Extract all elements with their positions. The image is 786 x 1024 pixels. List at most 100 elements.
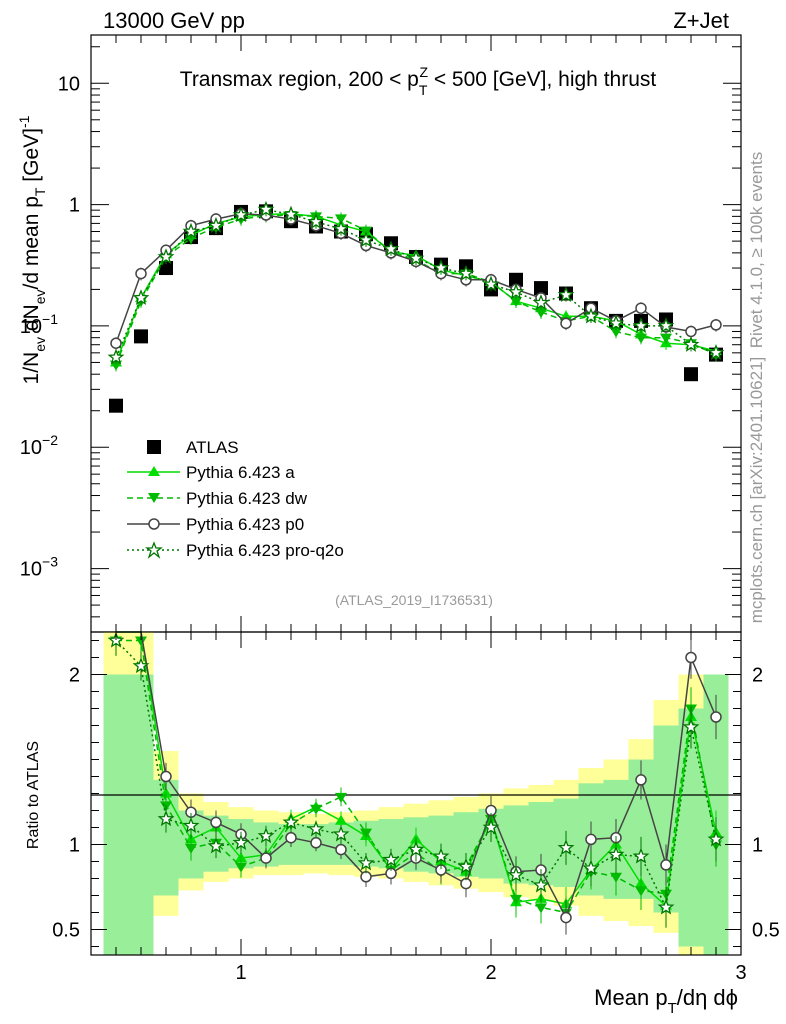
data-point bbox=[632, 317, 650, 334]
ratio-point bbox=[157, 810, 175, 827]
ratio-point bbox=[332, 825, 350, 842]
ratio-point bbox=[710, 711, 722, 723]
data-point bbox=[407, 249, 425, 266]
data-point bbox=[457, 264, 475, 281]
ratio-point bbox=[310, 804, 322, 815]
x-tick-label: 1 bbox=[235, 962, 246, 984]
data-point bbox=[134, 329, 148, 344]
data-point bbox=[635, 302, 647, 314]
mcplots-label: mcplots.cern.ch [arXiv:2401.10621] bbox=[747, 357, 766, 623]
data-point bbox=[535, 308, 547, 319]
main-y-tick-label: 10−1 bbox=[20, 311, 58, 338]
data-point bbox=[357, 231, 375, 248]
x-tick-label: 2 bbox=[485, 962, 496, 984]
collision-label: 13000 GeV pp bbox=[103, 8, 245, 33]
ratio-y-tick-label-right: 2 bbox=[752, 665, 763, 687]
data-point bbox=[207, 216, 225, 233]
ratio-point bbox=[507, 866, 525, 883]
ratio-point bbox=[335, 843, 347, 856]
data-point bbox=[607, 314, 625, 331]
ratio-point bbox=[207, 837, 225, 854]
ratio-point bbox=[132, 657, 150, 674]
title-sub: T bbox=[419, 82, 428, 98]
data-point bbox=[135, 267, 147, 280]
data-point bbox=[710, 319, 722, 331]
data-point bbox=[684, 367, 698, 382]
series-atlas bbox=[109, 204, 723, 413]
data-point bbox=[157, 248, 175, 265]
data-point bbox=[382, 240, 400, 257]
data-point bbox=[335, 214, 347, 225]
main-plot: Transmax region, 200 < pTZ < 500 [GeV], … bbox=[16, 34, 742, 633]
data-point bbox=[560, 317, 572, 330]
ratio-y-tick-label-left: 1 bbox=[69, 835, 80, 857]
ratio-point bbox=[607, 845, 625, 862]
ratio-y-tick-label-left: 2 bbox=[69, 665, 80, 687]
ratio-point bbox=[335, 814, 347, 825]
ratio-point bbox=[457, 857, 475, 874]
title-part1: Transmax region, 200 < p bbox=[180, 68, 419, 91]
ratio-point bbox=[360, 828, 372, 839]
legend: ATLAS Pythia 6.423 a Pythia 6.423 dw Pyt… bbox=[127, 438, 344, 560]
x-label-part2: /dη dϕ bbox=[677, 985, 738, 1010]
ratio-point bbox=[510, 894, 522, 905]
data-point bbox=[257, 200, 275, 217]
data-point bbox=[509, 272, 523, 287]
legend-marker-atlas bbox=[147, 440, 161, 454]
data-point bbox=[507, 283, 525, 300]
ratio-point bbox=[310, 837, 322, 849]
ratio-point bbox=[707, 830, 725, 847]
ratio-point bbox=[682, 718, 700, 735]
data-point bbox=[432, 259, 450, 276]
plot-title: Transmax region, 200 < pTZ < 500 [GeV], … bbox=[180, 64, 657, 98]
ratio-point bbox=[185, 843, 197, 854]
data-point bbox=[510, 297, 522, 308]
main-y-tick-label: 10−3 bbox=[20, 554, 58, 581]
legend-marker-p0 bbox=[148, 518, 160, 530]
data-point bbox=[109, 398, 123, 413]
legend-label-p0: Pythia 6.423 p0 bbox=[186, 515, 304, 534]
main-y-tick-label: 10 bbox=[58, 73, 80, 95]
data-point bbox=[482, 275, 500, 292]
ratio-point bbox=[285, 831, 297, 844]
ratio-y-tick-label-right: 0.5 bbox=[752, 920, 780, 942]
ratio-point bbox=[560, 911, 572, 924]
data-point bbox=[635, 333, 647, 344]
data-point bbox=[532, 294, 550, 310]
ratio-point bbox=[407, 840, 425, 857]
ratio-y-tick-label-right: 1 bbox=[752, 835, 763, 857]
ratio-point bbox=[235, 862, 247, 873]
legend-label-atlas: ATLAS bbox=[186, 438, 239, 457]
ratio-point bbox=[282, 813, 300, 830]
data-point bbox=[707, 344, 725, 360]
ratio-point bbox=[307, 820, 325, 837]
data-point bbox=[685, 325, 697, 338]
x-label-sub: T bbox=[668, 1000, 677, 1017]
legend-marker-pro bbox=[145, 541, 163, 559]
ratio-point bbox=[182, 817, 200, 833]
ratio-point bbox=[135, 636, 147, 647]
ratio-y-tick-label-left: 0.5 bbox=[52, 920, 80, 942]
data-point bbox=[582, 307, 600, 324]
ratio-point bbox=[632, 847, 650, 864]
data-point bbox=[282, 205, 300, 222]
process-label: Z+Jet bbox=[673, 8, 729, 33]
x-axis-label: Mean pT/dη dϕ bbox=[594, 985, 738, 1017]
ratio-point bbox=[557, 839, 575, 856]
ratio-point bbox=[482, 818, 500, 835]
ratio-point bbox=[160, 770, 172, 783]
ratio-y-axis-label: Ratio to ATLAS bbox=[25, 741, 42, 849]
data-point bbox=[660, 333, 672, 344]
data-point bbox=[182, 222, 200, 239]
data-point bbox=[657, 317, 675, 334]
x-label-part1: Mean p bbox=[594, 985, 667, 1010]
main-y-tick-label: 10−2 bbox=[20, 432, 58, 459]
ratio-point bbox=[232, 834, 250, 850]
data-point bbox=[534, 281, 548, 296]
ratio-point bbox=[657, 898, 675, 915]
series-pro-q2o bbox=[107, 200, 725, 365]
data-point bbox=[107, 348, 125, 365]
ratio-point bbox=[585, 833, 597, 846]
